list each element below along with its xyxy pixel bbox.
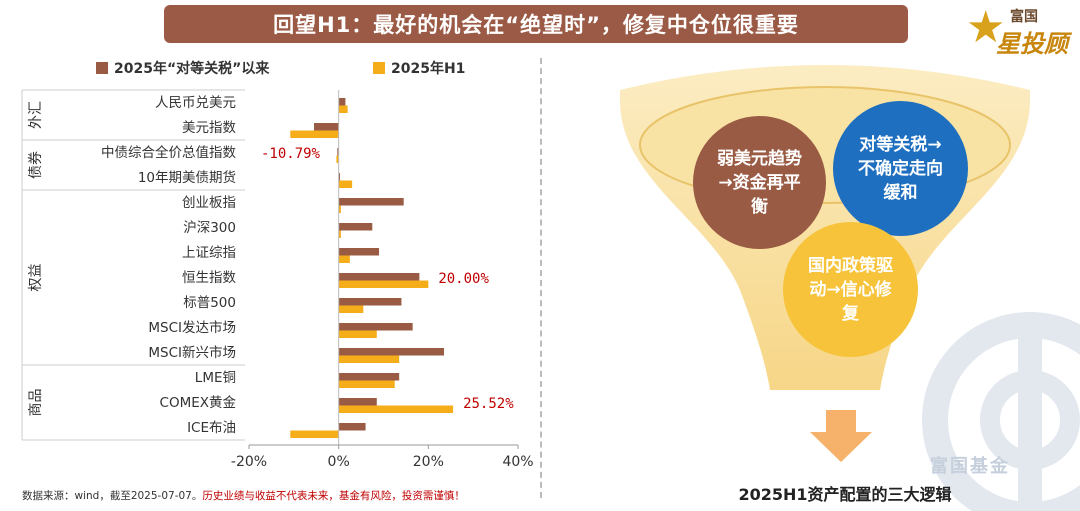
category-label: 上证综指 — [182, 245, 236, 261]
bar-since-tariff — [338, 373, 400, 381]
bar-h1 — [338, 205, 341, 213]
bar-h1 — [338, 180, 353, 188]
group-label: 外汇 — [28, 101, 44, 129]
legend-label: 2025年H1 — [391, 60, 465, 77]
brand-logo: ★ 富国 星投顾 — [966, 2, 1070, 59]
bar-since-tariff — [338, 323, 413, 331]
logo-line1: 富国 — [1010, 9, 1038, 25]
bar-h1 — [338, 330, 377, 338]
bar-h1 — [338, 230, 341, 238]
category-label: LME铜 — [195, 370, 236, 386]
bar-h1 — [338, 280, 429, 288]
group-label: 商品 — [28, 389, 44, 417]
logic-bubble-weak-dollar: 弱美元趋势→资金再平衡 — [693, 116, 826, 249]
bar-since-tariff — [338, 98, 346, 106]
bar-h1 — [338, 305, 364, 313]
logo-line2: 星投顾 — [996, 30, 1068, 58]
category-label: 标普500 — [183, 295, 236, 311]
footnote-warning: 历史业绩与收益不代表未来，基金有风险，投资需谨慎！ — [202, 490, 465, 502]
category-label: COMEX黄金 — [160, 395, 237, 411]
bar-h1 — [336, 155, 339, 163]
category-label: 美元指数 — [182, 120, 236, 136]
bar-since-tariff — [338, 173, 341, 181]
bar-since-tariff — [338, 298, 402, 306]
bar-h1 — [338, 105, 348, 113]
category-label: 中债综合全价总值指数 — [101, 144, 236, 161]
down-arrow-icon — [810, 410, 872, 462]
bar-since-tariff — [338, 348, 445, 356]
x-tick-label: -20% — [231, 454, 267, 470]
watermark-logo-icon — [922, 312, 1080, 511]
bar-h1 — [338, 405, 454, 413]
bar-h1 — [290, 430, 339, 438]
bar-h1 — [290, 130, 339, 138]
bar-since-tariff — [338, 423, 366, 431]
bar-since-tariff — [314, 123, 339, 131]
x-tick-label: 40% — [502, 454, 533, 470]
diagram-caption: 2025H1资产配置的三大逻辑 — [738, 485, 952, 504]
watermark-text: 富国基金 — [930, 456, 1010, 477]
legend-swatch — [96, 62, 108, 74]
bar-since-tariff — [338, 198, 404, 206]
bar-since-tariff — [337, 148, 339, 156]
footnote: 数据来源：wind，截至2025-07-07。历史业绩与收益不代表未来，基金有风… — [22, 488, 465, 503]
category-label: 恒生指数 — [182, 270, 236, 286]
group-label: 债券 — [28, 151, 44, 179]
bar-since-tariff — [338, 223, 373, 231]
x-tick-label: 20% — [413, 454, 444, 470]
logic-bubble-tariff: 对等关税→不确定走向缓和 — [833, 101, 968, 236]
legend-label: 2025年“对等关税”以来 — [114, 60, 270, 77]
x-tick-label: 0% — [328, 454, 350, 470]
data-label: 25.52% — [463, 396, 514, 412]
bar-h1 — [338, 355, 400, 363]
bar-since-tariff — [338, 273, 420, 281]
category-label: MSCI新兴市场 — [148, 344, 236, 361]
footnote-source: 数据来源：wind，截至2025-07-07。 — [22, 490, 203, 502]
group-label: 权益 — [28, 264, 44, 292]
category-label: 10年期美债期货 — [138, 169, 236, 186]
bar-h1 — [338, 255, 350, 263]
category-label: MSCI发达市场 — [148, 319, 236, 336]
logic-bubble-policy: 国内政策驱动→信心修复 — [783, 222, 918, 357]
category-label: 人民币兑美元 — [155, 95, 236, 111]
category-label: 沪深300 — [183, 220, 236, 236]
data-label: 20.00% — [438, 271, 489, 287]
legend-swatch — [373, 62, 385, 74]
category-label: ICE布油 — [187, 420, 236, 436]
data-label: -10.79% — [261, 146, 321, 162]
page-title: 回望H1：最好的机会在“绝望时”，修复中仓位很重要 — [164, 5, 908, 43]
star-icon: ★ — [966, 2, 1006, 53]
bar-h1 — [338, 380, 395, 388]
bar-since-tariff — [338, 398, 377, 406]
bar-since-tariff — [338, 248, 380, 256]
section-divider — [540, 58, 542, 498]
category-label: 创业板指 — [182, 195, 236, 211]
